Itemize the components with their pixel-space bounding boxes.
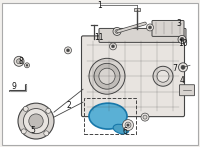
Text: 4: 4	[180, 76, 184, 85]
Circle shape	[125, 122, 131, 128]
Text: 6: 6	[123, 127, 127, 136]
Text: 3: 3	[177, 19, 181, 28]
Ellipse shape	[113, 124, 129, 134]
Text: 9: 9	[12, 82, 16, 91]
Ellipse shape	[89, 103, 127, 129]
Text: 5: 5	[31, 126, 35, 135]
Circle shape	[99, 68, 115, 84]
Circle shape	[16, 59, 22, 64]
Circle shape	[29, 114, 43, 128]
Circle shape	[44, 131, 49, 136]
Circle shape	[46, 108, 51, 113]
Text: 10: 10	[178, 39, 188, 48]
Circle shape	[115, 29, 119, 33]
Circle shape	[148, 26, 152, 29]
Circle shape	[112, 45, 114, 48]
Circle shape	[141, 113, 149, 121]
FancyBboxPatch shape	[180, 85, 194, 96]
Circle shape	[14, 56, 24, 66]
Circle shape	[157, 70, 169, 82]
Circle shape	[24, 63, 30, 68]
Text: 7: 7	[173, 64, 177, 73]
FancyBboxPatch shape	[152, 20, 184, 36]
Circle shape	[23, 106, 28, 111]
Circle shape	[23, 108, 49, 134]
Circle shape	[146, 24, 154, 31]
Circle shape	[18, 103, 54, 139]
Circle shape	[143, 115, 147, 119]
Text: 11: 11	[94, 33, 104, 42]
FancyBboxPatch shape	[2, 2, 198, 145]
Text: 8: 8	[19, 57, 23, 66]
Circle shape	[180, 37, 184, 41]
Circle shape	[94, 63, 120, 89]
Circle shape	[153, 66, 173, 86]
Bar	[134, 7, 140, 11]
Circle shape	[122, 120, 134, 131]
Circle shape	[110, 43, 116, 50]
Circle shape	[127, 124, 129, 126]
Circle shape	[89, 58, 125, 94]
Circle shape	[113, 27, 121, 35]
Text: 2: 2	[67, 101, 71, 110]
Circle shape	[21, 129, 26, 134]
FancyBboxPatch shape	[82, 36, 184, 117]
Circle shape	[181, 65, 185, 69]
Bar	[84, 98, 136, 134]
Circle shape	[179, 63, 188, 72]
Circle shape	[178, 35, 186, 43]
Circle shape	[64, 47, 72, 54]
FancyBboxPatch shape	[99, 28, 186, 42]
Circle shape	[66, 49, 70, 52]
Circle shape	[26, 64, 28, 66]
Text: 1: 1	[98, 1, 102, 10]
